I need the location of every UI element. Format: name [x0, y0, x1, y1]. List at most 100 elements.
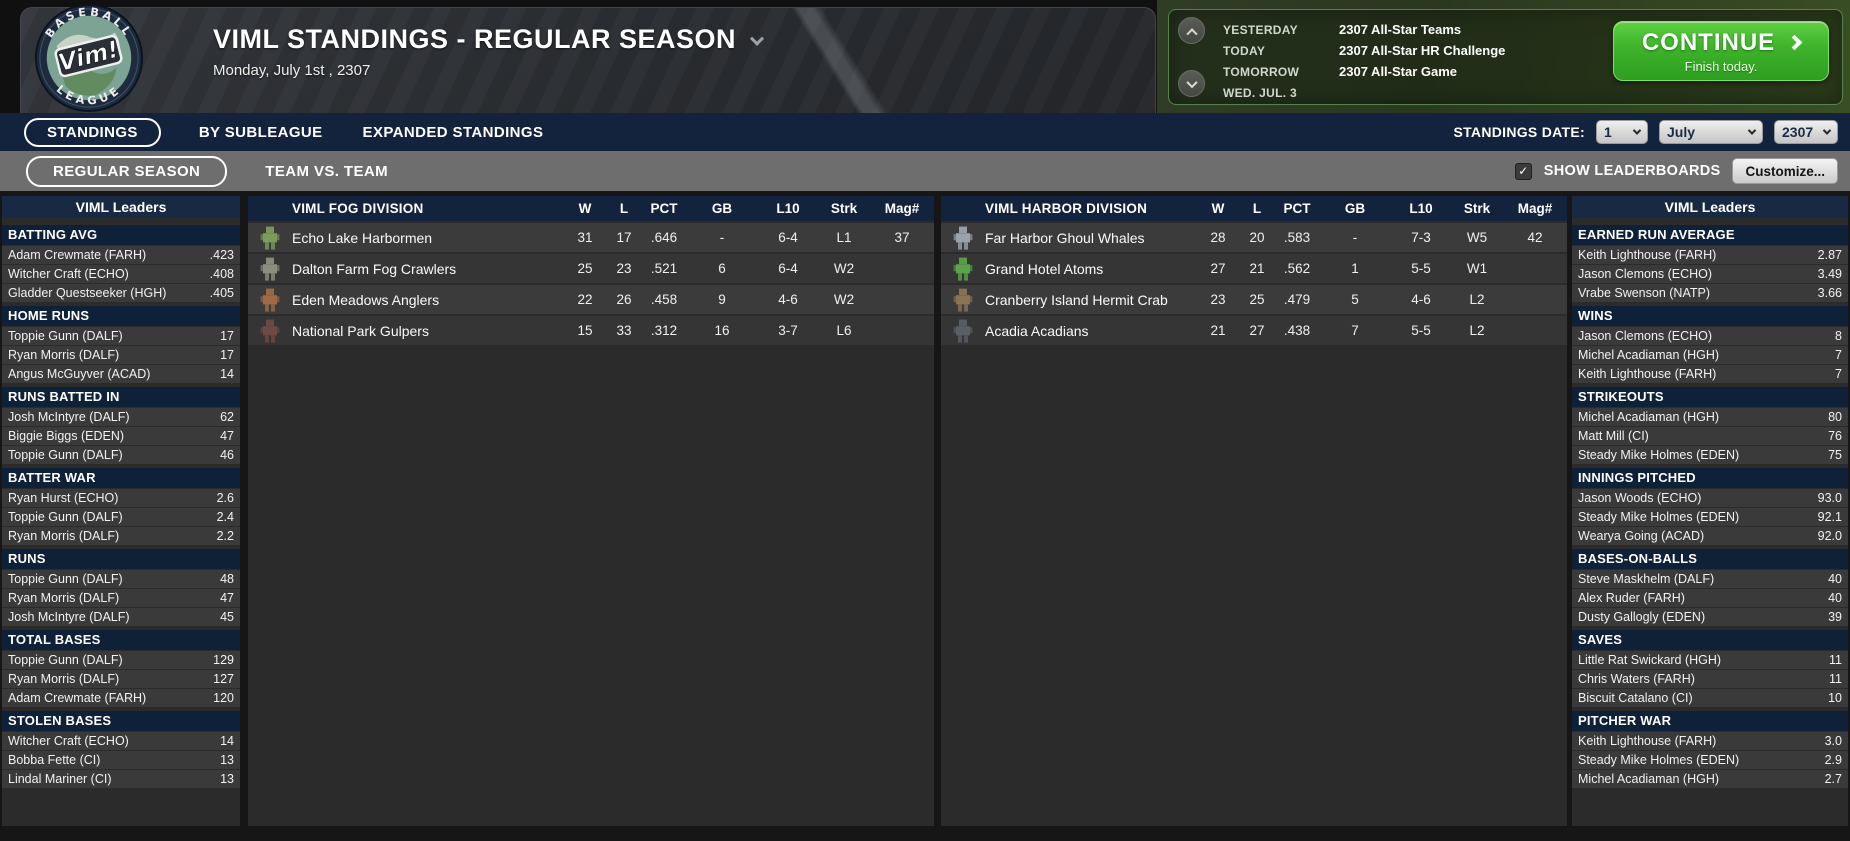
team-name[interactable]: Acadia Acadians [985, 322, 1089, 339]
leader-row[interactable]: Toppie Gunn (DALF) 2.4 [2, 508, 240, 526]
leader-row[interactable]: Ryan Hurst (ECHO) 2.6 [2, 489, 240, 507]
leader-row[interactable]: Jason Clemons (ECHO) 8 [1572, 327, 1848, 345]
leader-row[interactable]: Steady Mike Holmes (EDEN) 92.1 [1572, 508, 1848, 526]
standings-team-row[interactable]: Grand Hotel Atoms 27 21 .562 1 5-5 W1 [941, 254, 1567, 283]
standings-team-row[interactable]: Eden Meadows Anglers 22 26 .458 9 4-6 W2 [248, 285, 934, 314]
leader-player-name: Keith Lighthouse (FARH) [1578, 734, 1717, 748]
leader-row[interactable]: Toppie Gunn (DALF) 48 [2, 570, 240, 588]
tab-standings[interactable]: STANDINGS [24, 117, 161, 147]
leader-row[interactable]: Biscuit Catalano (CI) 10 [1572, 689, 1848, 707]
leader-row[interactable]: Ryan Morris (DALF) 47 [2, 589, 240, 607]
standings-team-row[interactable]: Dalton Farm Fog Crawlers 25 23 .521 6 6-4 W2 [248, 254, 934, 283]
schedule-event[interactable]: 2307 All-Star Teams [1339, 22, 1462, 37]
team-name[interactable]: National Park Gulpers [292, 322, 429, 339]
team-name[interactable]: Grand Hotel Atoms [985, 260, 1104, 277]
team-stat-l: 33 [616, 323, 632, 338]
team-logo-cell [248, 288, 292, 312]
schedule-row: TODAY 2307 All-Star HR Challenge [1223, 40, 1505, 61]
leader-row[interactable]: Keith Lighthouse (FARH) 2.87 [1572, 246, 1848, 264]
team-name[interactable]: Dalton Farm Fog Crawlers [292, 260, 457, 277]
team-name[interactable]: Echo Lake Harbormen [292, 229, 433, 246]
day-dropdown[interactable]: 1 [1596, 120, 1648, 144]
column-header-l10[interactable]: L10 [1409, 201, 1433, 216]
team-name[interactable]: Far Harbor Ghoul Whales [985, 229, 1145, 246]
column-header-mag[interactable]: Mag# [884, 201, 920, 216]
column-header-w[interactable]: W [578, 201, 592, 216]
leader-row[interactable]: Adam Crewmate (FARH) .423 [2, 246, 240, 264]
harbor-division-panel: VIML HARBOR DIVISION W L PCT GB L10 Strk… [941, 196, 1567, 826]
leader-row[interactable]: Josh McIntyre (DALF) 62 [2, 408, 240, 426]
column-header-pct[interactable]: PCT [1283, 201, 1311, 216]
leader-row[interactable]: Michel Acadiaman (HGH) 7 [1572, 346, 1848, 364]
title-dropdown-chevron-icon[interactable] [750, 31, 765, 46]
column-header-l[interactable]: L [1252, 201, 1262, 216]
leader-row[interactable]: Matt Mill (CI) 76 [1572, 427, 1848, 445]
column-header-gb[interactable]: GB [711, 201, 733, 216]
leader-row[interactable]: Lindal Mariner (CI) 13 [2, 770, 240, 788]
leader-row[interactable]: Witcher Craft (ECHO) 14 [2, 732, 240, 750]
leader-row[interactable]: Gladder Questseeker (HGH) .405 [2, 284, 240, 302]
standings-team-row[interactable]: National Park Gulpers 15 33 .312 16 3-7 L6 [248, 316, 934, 345]
leader-row[interactable]: Little Rat Swickard (HGH) 11 [1572, 651, 1848, 669]
schedule-up-button[interactable] [1178, 17, 1205, 44]
leader-row[interactable]: Toppie Gunn (DALF) 46 [2, 446, 240, 464]
tab-expanded-standings[interactable]: EXPANDED STANDINGS [362, 123, 544, 141]
leader-stat-value: 2.87 [1817, 248, 1842, 262]
leader-row[interactable]: Vrabe Swenson (NATP) 3.66 [1572, 284, 1848, 302]
team-stat-l: 25 [1249, 292, 1265, 307]
leader-row[interactable]: Ryan Morris (DALF) 2.2 [2, 527, 240, 545]
subtab-regular-season[interactable]: REGULAR SEASON [26, 155, 228, 187]
tab-by-subleague[interactable]: BY SUBLEAGUE [198, 123, 323, 141]
column-header-l[interactable]: L [619, 201, 629, 216]
leader-row[interactable]: Angus McGuyver (ACAD) 14 [2, 365, 240, 383]
team-name[interactable]: Eden Meadows Anglers [292, 291, 440, 308]
standings-team-row[interactable]: Echo Lake Harbormen 31 17 .646 - 6-4 L1 37 [248, 223, 934, 252]
leader-row[interactable]: Witcher Craft (ECHO) .408 [2, 265, 240, 283]
column-header-strk[interactable]: Strk [1463, 201, 1491, 216]
team-name[interactable]: Cranberry Island Hermit Crab [985, 291, 1168, 308]
leader-row[interactable]: Ryan Morris (DALF) 127 [2, 670, 240, 688]
column-header-strk[interactable]: Strk [830, 201, 858, 216]
leader-row[interactable]: Ryan Morris (DALF) 17 [2, 346, 240, 364]
column-header-pct[interactable]: PCT [650, 201, 678, 216]
team-stat-w: 22 [577, 292, 593, 307]
leader-row[interactable]: Wearya Going (ACAD) 92.0 [1572, 527, 1848, 545]
leader-row[interactable]: Adam Crewmate (FARH) 120 [2, 689, 240, 707]
subtab-team-vs-team[interactable]: TEAM VS. TEAM [265, 162, 388, 180]
standings-team-row[interactable]: Far Harbor Ghoul Whales 28 20 .583 - 7-3 W5 42 [941, 223, 1567, 252]
leader-row[interactable]: Alex Ruder (FARH) 40 [1572, 589, 1848, 607]
leader-row[interactable]: Michel Acadiaman (HGH) 80 [1572, 408, 1848, 426]
leader-row[interactable]: Dusty Gallogly (EDEN) 39 [1572, 608, 1848, 626]
standings-team-row[interactable]: Cranberry Island Hermit Crab 23 25 .479 5 4-6… [941, 285, 1567, 314]
leader-row[interactable]: Steady Mike Holmes (EDEN) 2.9 [1572, 751, 1848, 769]
customize-button[interactable]: Customize... [1732, 158, 1838, 184]
leader-row[interactable]: Josh McIntyre (DALF) 45 [2, 608, 240, 626]
leader-row[interactable]: Keith Lighthouse (FARH) 7 [1572, 365, 1848, 383]
leader-row[interactable]: Jason Clemons (ECHO) 3.49 [1572, 265, 1848, 283]
show-leaderboards-checkbox[interactable]: ✓ [1514, 162, 1532, 180]
viml-league-logo[interactable]: BASEBALL LEAGUE Vim! [34, 3, 144, 113]
leader-row[interactable]: Keith Lighthouse (FARH) 3.0 [1572, 732, 1848, 750]
leader-row[interactable]: Steady Mike Holmes (EDEN) 75 [1572, 446, 1848, 464]
column-header-w[interactable]: W [1211, 201, 1225, 216]
schedule-down-button[interactable] [1178, 70, 1205, 97]
continue-button[interactable]: CONTINUE Finish today. [1613, 21, 1829, 81]
year-dropdown[interactable]: 2307 [1774, 120, 1838, 144]
column-header-l10[interactable]: L10 [776, 201, 800, 216]
leader-stat-value: 17 [220, 329, 234, 343]
schedule-event[interactable]: 2307 All-Star Game [1339, 64, 1458, 79]
leader-row[interactable]: Toppie Gunn (DALF) 129 [2, 651, 240, 669]
leader-row[interactable]: Biggie Biggs (EDEN) 47 [2, 427, 240, 445]
team-stat-w: 23 [1210, 292, 1226, 307]
month-dropdown[interactable]: July [1659, 120, 1763, 144]
leader-row[interactable]: Chris Waters (FARH) 11 [1572, 670, 1848, 688]
leader-row[interactable]: Toppie Gunn (DALF) 17 [2, 327, 240, 345]
schedule-event[interactable]: 2307 All-Star HR Challenge [1339, 43, 1506, 58]
leader-row[interactable]: Bobba Fette (CI) 13 [2, 751, 240, 769]
standings-team-row[interactable]: Acadia Acadians 21 27 .438 7 5-5 L2 [941, 316, 1567, 345]
column-header-gb[interactable]: GB [1344, 201, 1366, 216]
leader-row[interactable]: Michel Acadiaman (HGH) 2.7 [1572, 770, 1848, 788]
leader-row[interactable]: Jason Woods (ECHO) 93.0 [1572, 489, 1848, 507]
column-header-mag[interactable]: Mag# [1517, 201, 1553, 216]
leader-row[interactable]: Steve Maskhelm (DALF) 40 [1572, 570, 1848, 588]
